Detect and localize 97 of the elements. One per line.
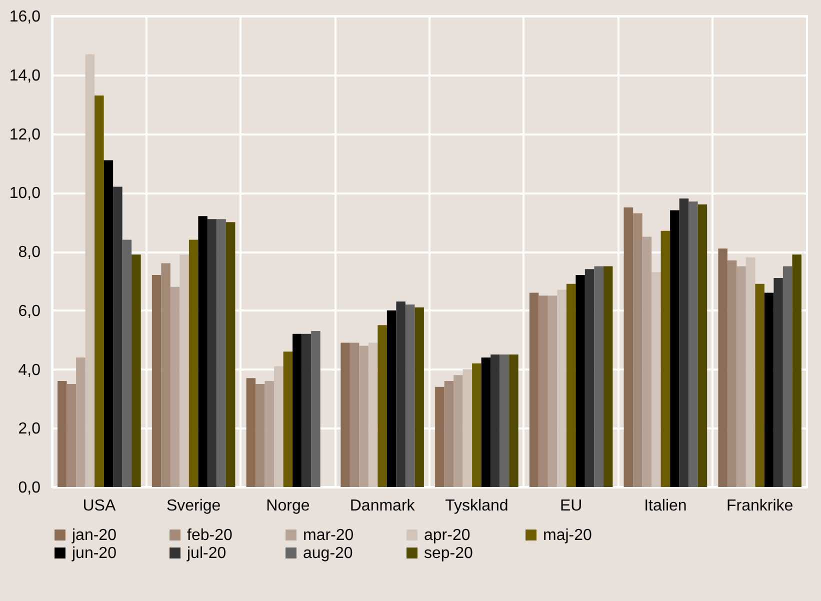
y-tick-label: 12,0 [9, 126, 41, 144]
bar [624, 207, 634, 487]
bar [764, 292, 774, 487]
bar [188, 240, 198, 487]
bar [113, 186, 122, 487]
bar [340, 342, 350, 487]
bar [405, 304, 415, 487]
bar [283, 352, 293, 487]
bar [274, 366, 284, 487]
y-tick-label: 8,0 [18, 244, 41, 261]
bar [576, 275, 585, 487]
bar [66, 384, 76, 487]
bar [566, 284, 576, 487]
bar [594, 266, 604, 487]
bar [500, 354, 510, 487]
bar [548, 296, 558, 487]
bar [368, 342, 378, 487]
bar [180, 254, 189, 487]
bar [462, 369, 472, 487]
legend-label: sep-20 [424, 545, 474, 562]
bar [652, 272, 661, 487]
y-tick-label: 16,0 [9, 8, 41, 26]
legend-label: jun-20 [71, 545, 117, 562]
bar [58, 381, 67, 487]
x-tick-label: Frankrike [726, 498, 794, 514]
bar [660, 230, 670, 487]
bar [292, 334, 302, 487]
bar [311, 330, 320, 487]
bar [104, 160, 114, 487]
bar [454, 375, 463, 487]
bar [718, 248, 728, 487]
bar [688, 201, 698, 487]
bar [774, 278, 783, 487]
bar [198, 216, 208, 487]
bar [679, 198, 689, 487]
x-tick-label: Danmark [350, 498, 416, 514]
bar [85, 54, 95, 487]
y-tick-label: 4,0 [18, 362, 41, 379]
bar [472, 363, 482, 487]
legend-label: jan-20 [71, 527, 117, 544]
y-tick-label: 2,0 [18, 420, 41, 438]
y-tick-label: 6,0 [18, 302, 41, 320]
bar [509, 354, 518, 487]
y-tick-label: 10,0 [9, 185, 41, 202]
legend-label: aug-20 [303, 545, 353, 562]
bar [435, 386, 444, 487]
x-tick-label: Sverige [166, 498, 221, 514]
bar [792, 254, 802, 487]
legend-label: jul-20 [186, 545, 226, 562]
x-tick-label: Tyskland [445, 498, 508, 514]
x-tick-label: EU [560, 498, 582, 514]
y-tick-label: 0,0 [18, 480, 41, 496]
x-tick-label: Norge [266, 498, 310, 514]
bar [698, 204, 708, 487]
bar [557, 290, 566, 487]
bar [670, 210, 680, 487]
bar [529, 292, 539, 487]
legend-label: maj-20 [543, 527, 592, 544]
x-tick-label: Italien [644, 498, 687, 514]
bar [170, 286, 180, 487]
bar [755, 284, 764, 487]
legend-label: mar-20 [303, 527, 354, 544]
bar [207, 219, 217, 487]
bar [481, 357, 491, 487]
x-tick-label: USA [82, 498, 116, 514]
bar [226, 222, 236, 487]
bar [584, 269, 594, 487]
bar [727, 260, 737, 487]
bar [603, 266, 613, 487]
legend-label: feb-20 [187, 527, 232, 544]
bar [414, 307, 424, 487]
bar [746, 257, 756, 487]
bar [782, 266, 792, 487]
bar [161, 263, 170, 487]
legend-label: apr-20 [424, 527, 470, 544]
bar [444, 381, 454, 487]
bar [216, 219, 226, 487]
bar [246, 378, 256, 487]
bar [264, 381, 274, 487]
bar [386, 310, 396, 487]
bar [152, 275, 162, 487]
bar [642, 236, 652, 487]
bar [122, 240, 132, 487]
bar [350, 342, 360, 487]
bar [538, 296, 548, 487]
bar [359, 346, 368, 487]
bar [132, 254, 141, 487]
bar [396, 302, 406, 487]
bar [256, 384, 265, 487]
bar [490, 354, 500, 487]
bar [633, 213, 642, 487]
bar [736, 266, 746, 487]
bar [378, 325, 387, 487]
bar [94, 95, 104, 487]
y-tick-label: 14,0 [9, 67, 41, 84]
bar [302, 334, 312, 487]
bar [76, 357, 86, 487]
